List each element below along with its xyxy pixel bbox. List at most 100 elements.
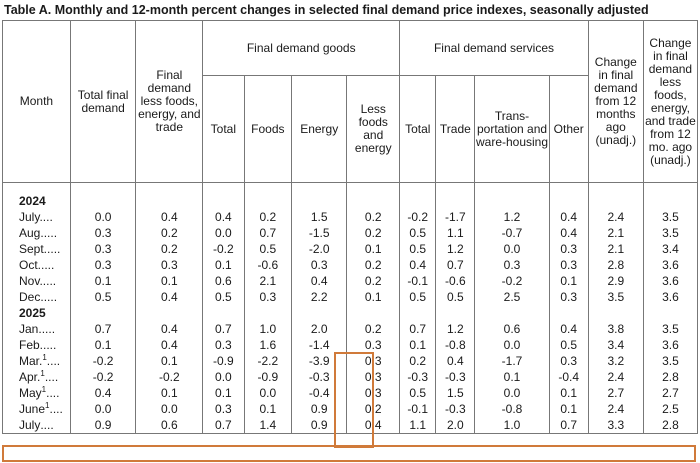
month-cell: Apr.1.... [2,369,71,385]
cell-services-transport: 0.3 [474,257,550,273]
cell-services-other: 0.3 [548,353,589,369]
header-services-other: Other [548,75,589,183]
month-cell: Mar.1.... [2,353,71,369]
table-row: Oct..... 0.3 0.3 0.1 -0.6 0.3 0.2 0.4 0.7 0.3 0.3 2… [2,257,699,273]
cell-services-other: 0.3 [548,257,589,273]
cell-goods-energy: 0.9 [291,417,348,434]
cell-services-total: 0.4 [399,257,437,273]
cell-goods-energy: -0.4 [291,385,348,401]
table-row: Aug..... 0.3 0.2 0.0 0.7 -1.5 0.2 0.5 1.1 -0.7 0.4… [2,225,699,241]
cell-goods-energy: 1.5 [291,209,348,225]
cell-services-transport: -0.8 [474,401,550,417]
cell-services-transport: 0.6 [474,321,550,337]
cell-total-final-demand: 0.9 [69,417,137,434]
cell-goods-total: -0.2 [202,241,245,257]
cell-goods-less: 0.2 [346,209,401,225]
header-goods-energy: Energy [291,75,348,183]
cell-goods-energy: -3.9 [291,353,348,369]
cell-goods-total: 0.0 [202,369,245,385]
cell-services-trade: 1.5 [435,385,476,401]
year-row: 2024 [2,193,699,209]
cell-total-final-demand: 0.0 [69,209,137,225]
cell-services-transport: -1.7 [474,353,550,369]
cell-services-trade: 1.2 [435,241,476,257]
footnote-marker: 1 [40,369,45,378]
cell-fd-less: 0.1 [135,385,204,401]
cell-services-transport: 1.0 [474,417,550,434]
cell-change12: 3.5 [587,289,644,305]
cell-fd-less: 0.2 [135,225,204,241]
cell-services-trade: -0.8 [435,337,476,353]
cell-services-transport: 0.1 [474,369,550,385]
cell-services-transport: 0.0 [474,337,550,353]
cell-goods-energy: -1.5 [291,225,348,241]
cell-services-total: 0.5 [399,289,437,305]
footnote-marker: 1 [41,385,47,394]
header-month: Month [2,20,71,183]
cell-change12-less: 3.5 [642,321,699,337]
dot-leader: .... [41,322,56,336]
month-cell: Aug..... [2,225,71,241]
cell-change12-less: 3.5 [642,209,699,225]
cell-goods-less: 0.3 [346,369,401,385]
cell-change12: 2.4 [587,369,644,385]
cell-services-total: -0.2 [399,209,437,225]
month-cell: July.... [2,417,71,434]
cell-goods-total: 0.1 [202,257,245,273]
cell-goods-energy: 0.9 [291,401,348,417]
cell-services-trade: 0.4 [435,353,476,369]
month-label: Aug. [19,226,44,240]
month-label: June [19,402,46,416]
month-label: Oct. [19,258,42,272]
cell-change12-less: 2.8 [642,369,699,385]
cell-goods-foods: -2.2 [243,353,293,369]
footnote-marker: 1 [42,353,47,362]
cell-fd-less: 0.1 [135,273,204,289]
table-row: July.... 0.9 0.6 0.7 1.4 0.9 0.4 1.1 2.0 1.0 0.7 3.… [2,417,699,434]
cell-change12-less: 3.5 [642,353,699,369]
cell-change12-less: 3.6 [642,257,699,273]
cell-goods-total: 0.3 [202,401,245,417]
cell-services-transport: -0.2 [474,273,550,289]
cell-change12: 2.1 [587,225,644,241]
cell-services-other: 0.1 [548,385,589,401]
month-label: Mar. [19,354,43,368]
cell-change12: 3.8 [587,321,644,337]
cell-change12: 3.2 [587,353,644,369]
cell-services-other: 0.4 [548,321,589,337]
month-label: July [19,210,40,224]
cell-fd-less: 0.2 [135,241,204,257]
dot-leader: .... [47,242,61,256]
month-label: Dec. [19,290,44,304]
cell-services-total: 0.7 [399,321,437,337]
month-cell: Jan..... [2,321,71,337]
cell-goods-less: 0.2 [346,273,401,289]
cell-total-final-demand: 0.3 [69,241,137,257]
dot-leader: .... [46,386,60,400]
cell-goods-total: 0.4 [202,209,245,225]
cell-goods-foods: 0.2 [243,209,293,225]
year-label: 2025 [2,305,71,321]
cell-total-final-demand: 0.1 [69,273,137,289]
cell-services-other: 0.7 [548,417,589,434]
cell-goods-less: 0.2 [346,321,401,337]
cell-services-total: 0.5 [399,385,437,401]
cell-goods-energy: 0.4 [291,273,348,289]
cell-services-trade: 2.0 [435,417,476,434]
month-label: Feb. [19,338,44,352]
month-label: July [19,418,41,432]
cell-total-final-demand: -0.2 [69,353,137,369]
cell-fd-less: 0.4 [135,209,204,225]
cell-services-total: 0.5 [399,225,437,241]
price-index-table: Month Total final demand Final demand le… [2,20,699,434]
table-row: May1.... 0.4 0.1 0.1 0.0 -0.4 0.3 0.5 1.5 0.0 0.1 2… [2,385,699,401]
cell-change12-less: 3.6 [642,273,699,289]
cell-services-total: -0.1 [399,273,437,289]
cell-fd-less: 0.4 [135,337,204,353]
cell-fd-less: 0.4 [135,321,204,337]
table-row: June1.... 0.0 0.0 0.3 0.1 0.9 0.2 -0.1 -0.3 -0.8 0… [2,401,699,417]
cell-services-trade: 1.1 [435,225,476,241]
dot-leader: .... [41,258,55,272]
cell-goods-less: 0.3 [346,385,401,401]
cell-services-other: -0.4 [548,369,589,385]
